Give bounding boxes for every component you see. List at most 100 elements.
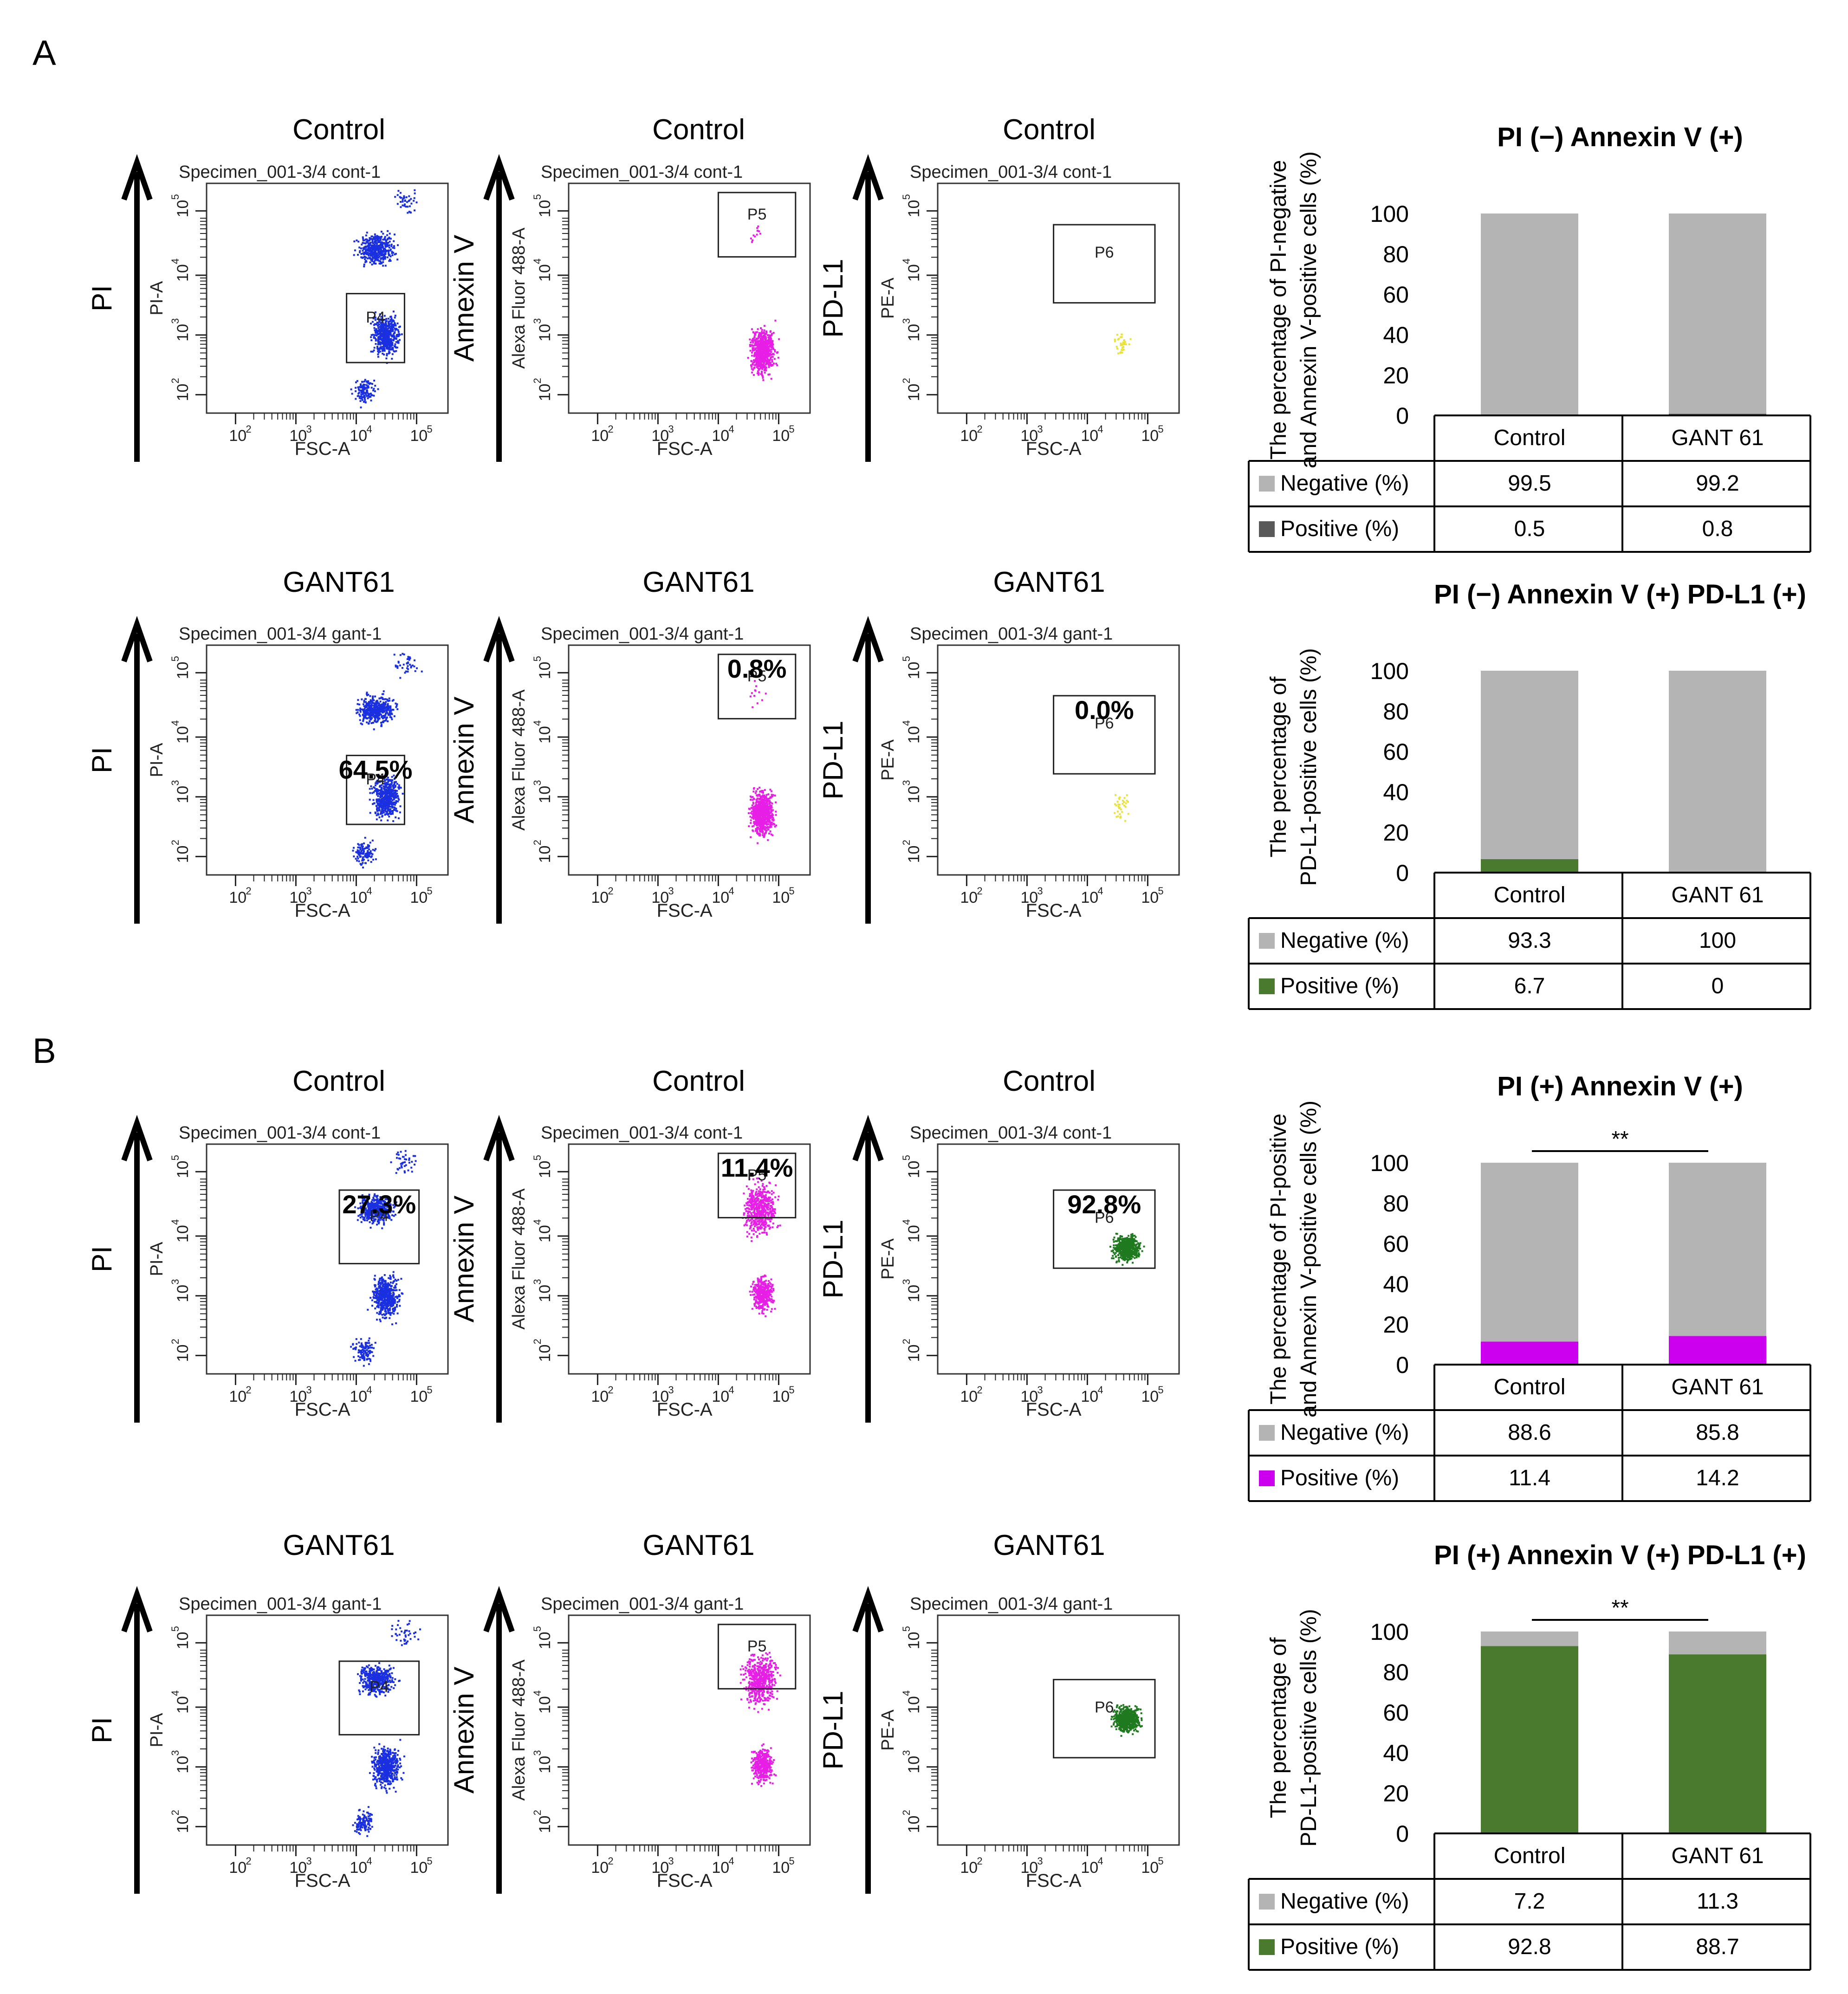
dot [1128, 343, 1130, 345]
dot [389, 238, 391, 240]
dot [378, 816, 381, 818]
dot [374, 784, 376, 787]
dot [370, 235, 373, 238]
dot [766, 346, 768, 348]
dot [747, 812, 750, 814]
dot [761, 357, 764, 359]
x-tick-base: 10 [229, 889, 246, 906]
dot [389, 788, 391, 790]
dot [752, 342, 754, 344]
dot [765, 336, 767, 338]
dot [382, 322, 384, 324]
dot [393, 1293, 395, 1295]
dot [754, 364, 757, 366]
dot [392, 699, 395, 701]
dot [375, 258, 377, 260]
dot [386, 716, 388, 719]
dot [383, 339, 386, 341]
dot [378, 253, 380, 256]
dot [1121, 336, 1123, 338]
dot [376, 255, 378, 257]
x-tick-exponent: 2 [608, 423, 613, 435]
specimen-label: Specimen_001-3/4 cont-1 [179, 162, 381, 182]
dot [371, 1299, 373, 1301]
dot [768, 821, 771, 823]
dot [384, 344, 386, 346]
dot [390, 243, 393, 246]
dot [761, 331, 763, 333]
dot [392, 813, 394, 815]
dot [378, 1212, 380, 1214]
dot [376, 1306, 378, 1308]
y-tick-exponent: 3 [532, 318, 543, 324]
gate-box [717, 654, 797, 719]
dot [758, 350, 760, 352]
dot [764, 789, 766, 791]
dot [373, 1207, 376, 1209]
gate-label: P4 [366, 309, 385, 326]
dot [364, 1207, 366, 1210]
dot [377, 241, 380, 243]
dot [393, 335, 396, 337]
dot-cloud [350, 189, 418, 408]
dot [383, 329, 386, 331]
dot [389, 794, 392, 796]
dot [394, 327, 396, 330]
panel-title: GANT61 [993, 566, 1105, 598]
dot [381, 324, 383, 326]
dot [762, 794, 764, 796]
dot [400, 1278, 402, 1280]
dot [362, 703, 364, 706]
y-tick-base: 10 [536, 200, 554, 218]
dot [371, 698, 374, 700]
y-tick-exponent: 2 [532, 378, 543, 383]
plot-frame [568, 182, 811, 414]
dot [375, 338, 377, 341]
x-tick-exponent: 5 [427, 423, 432, 435]
dot [389, 333, 391, 336]
dot [396, 1304, 398, 1306]
dot [380, 1214, 383, 1216]
dot [396, 795, 399, 797]
dot [359, 389, 361, 392]
dot [373, 236, 375, 239]
dot [385, 813, 387, 815]
dot [769, 344, 771, 347]
dot [378, 697, 381, 699]
dot [771, 813, 773, 815]
dot [396, 1312, 399, 1314]
dot [409, 656, 411, 659]
dot [391, 795, 393, 797]
dot [752, 799, 754, 801]
dot [766, 357, 769, 360]
dot [767, 353, 769, 355]
dot [389, 1276, 392, 1278]
dot [368, 854, 370, 856]
dot [774, 350, 776, 353]
dot [385, 782, 388, 784]
dot [409, 199, 411, 201]
dot [373, 709, 375, 711]
dot [371, 263, 373, 265]
dot [760, 803, 763, 805]
dot [389, 341, 391, 343]
dot [756, 794, 758, 796]
dot [362, 845, 364, 848]
dot [372, 722, 374, 724]
dot [387, 1212, 389, 1215]
dot [376, 348, 379, 350]
dot [378, 790, 380, 792]
dot [392, 324, 394, 326]
y-tick-exponent: 4 [532, 259, 543, 264]
dot [371, 321, 374, 323]
dot [376, 1201, 379, 1204]
dot [766, 348, 768, 350]
dot [772, 364, 774, 366]
dot [383, 690, 385, 693]
dot [373, 327, 376, 329]
dot [368, 1203, 370, 1204]
dot [384, 1314, 386, 1316]
dot [379, 1205, 382, 1207]
